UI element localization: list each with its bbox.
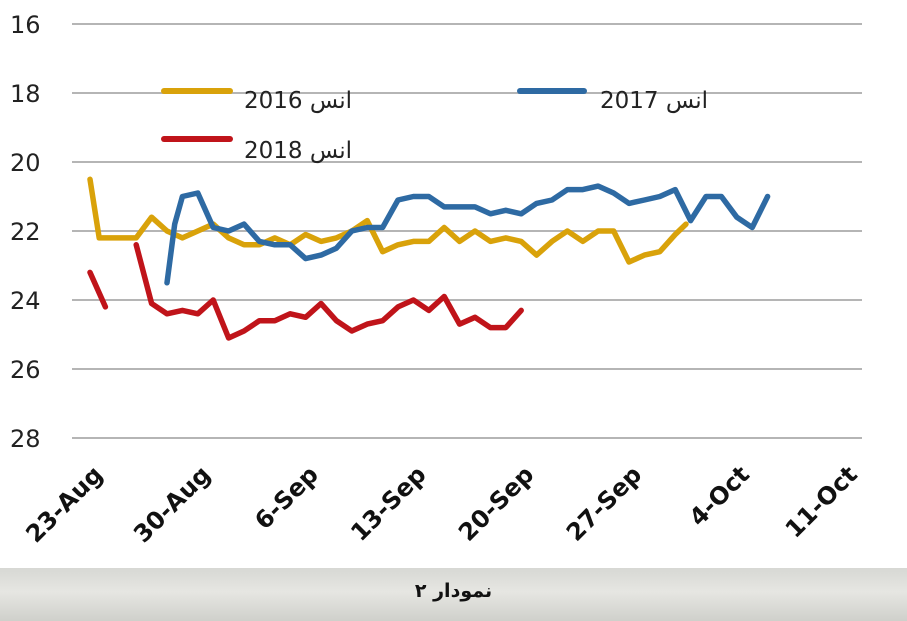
legend-label: 2018 انس: [244, 138, 352, 164]
x-tick-label: 20-Sep: [453, 460, 539, 546]
series-line-1: [164, 183, 771, 286]
legend-label: 2016 انس: [244, 88, 352, 114]
x-tick-label: 11-Oct: [780, 460, 863, 543]
chart-panel: 16 18 20 22 24 26 28 23-Aug 30-Aug 6-Sep 13-Sep 20…: [0, 0, 907, 568]
gridlines: [72, 23, 862, 439]
x-tick-label: 4-Oct: [684, 460, 755, 531]
y-tick-label: 28: [10, 425, 41, 453]
x-axis-ticks: 23-Aug 30-Aug 6-Sep 13-Sep 20-Sep 27-Sep 4-Oct…: [20, 460, 862, 548]
legend-label: 2017 انس: [600, 88, 708, 114]
line-chart: 16 18 20 22 24 26 28 23-Aug 30-Aug 6-Sep 13-Sep 20…: [10, 11, 863, 548]
x-tick-label: 30-Aug: [128, 460, 216, 548]
series-lines: [87, 176, 771, 341]
legend: 2016 انس 2017 انس 2018 انس: [161, 88, 708, 164]
y-tick-label: 22: [10, 218, 41, 246]
figure-caption: نمودار ۲: [414, 580, 493, 602]
y-tick-label: 26: [10, 356, 41, 384]
y-tick-label: 18: [10, 80, 41, 108]
y-axis-ticks: 16 18 20 22 24 26 28: [10, 11, 41, 453]
x-tick-label: 13-Sep: [345, 460, 431, 546]
x-tick-label: 27-Sep: [561, 460, 647, 546]
series-line-2: [87, 242, 524, 341]
x-tick-label: 6-Sep: [249, 460, 324, 535]
y-tick-label: 24: [10, 287, 41, 315]
y-tick-label: 20: [10, 149, 41, 177]
y-tick-label: 16: [10, 11, 41, 39]
caption-strip: [0, 568, 907, 621]
x-tick-label: 23-Aug: [20, 460, 108, 548]
series-line-0: [87, 176, 689, 265]
